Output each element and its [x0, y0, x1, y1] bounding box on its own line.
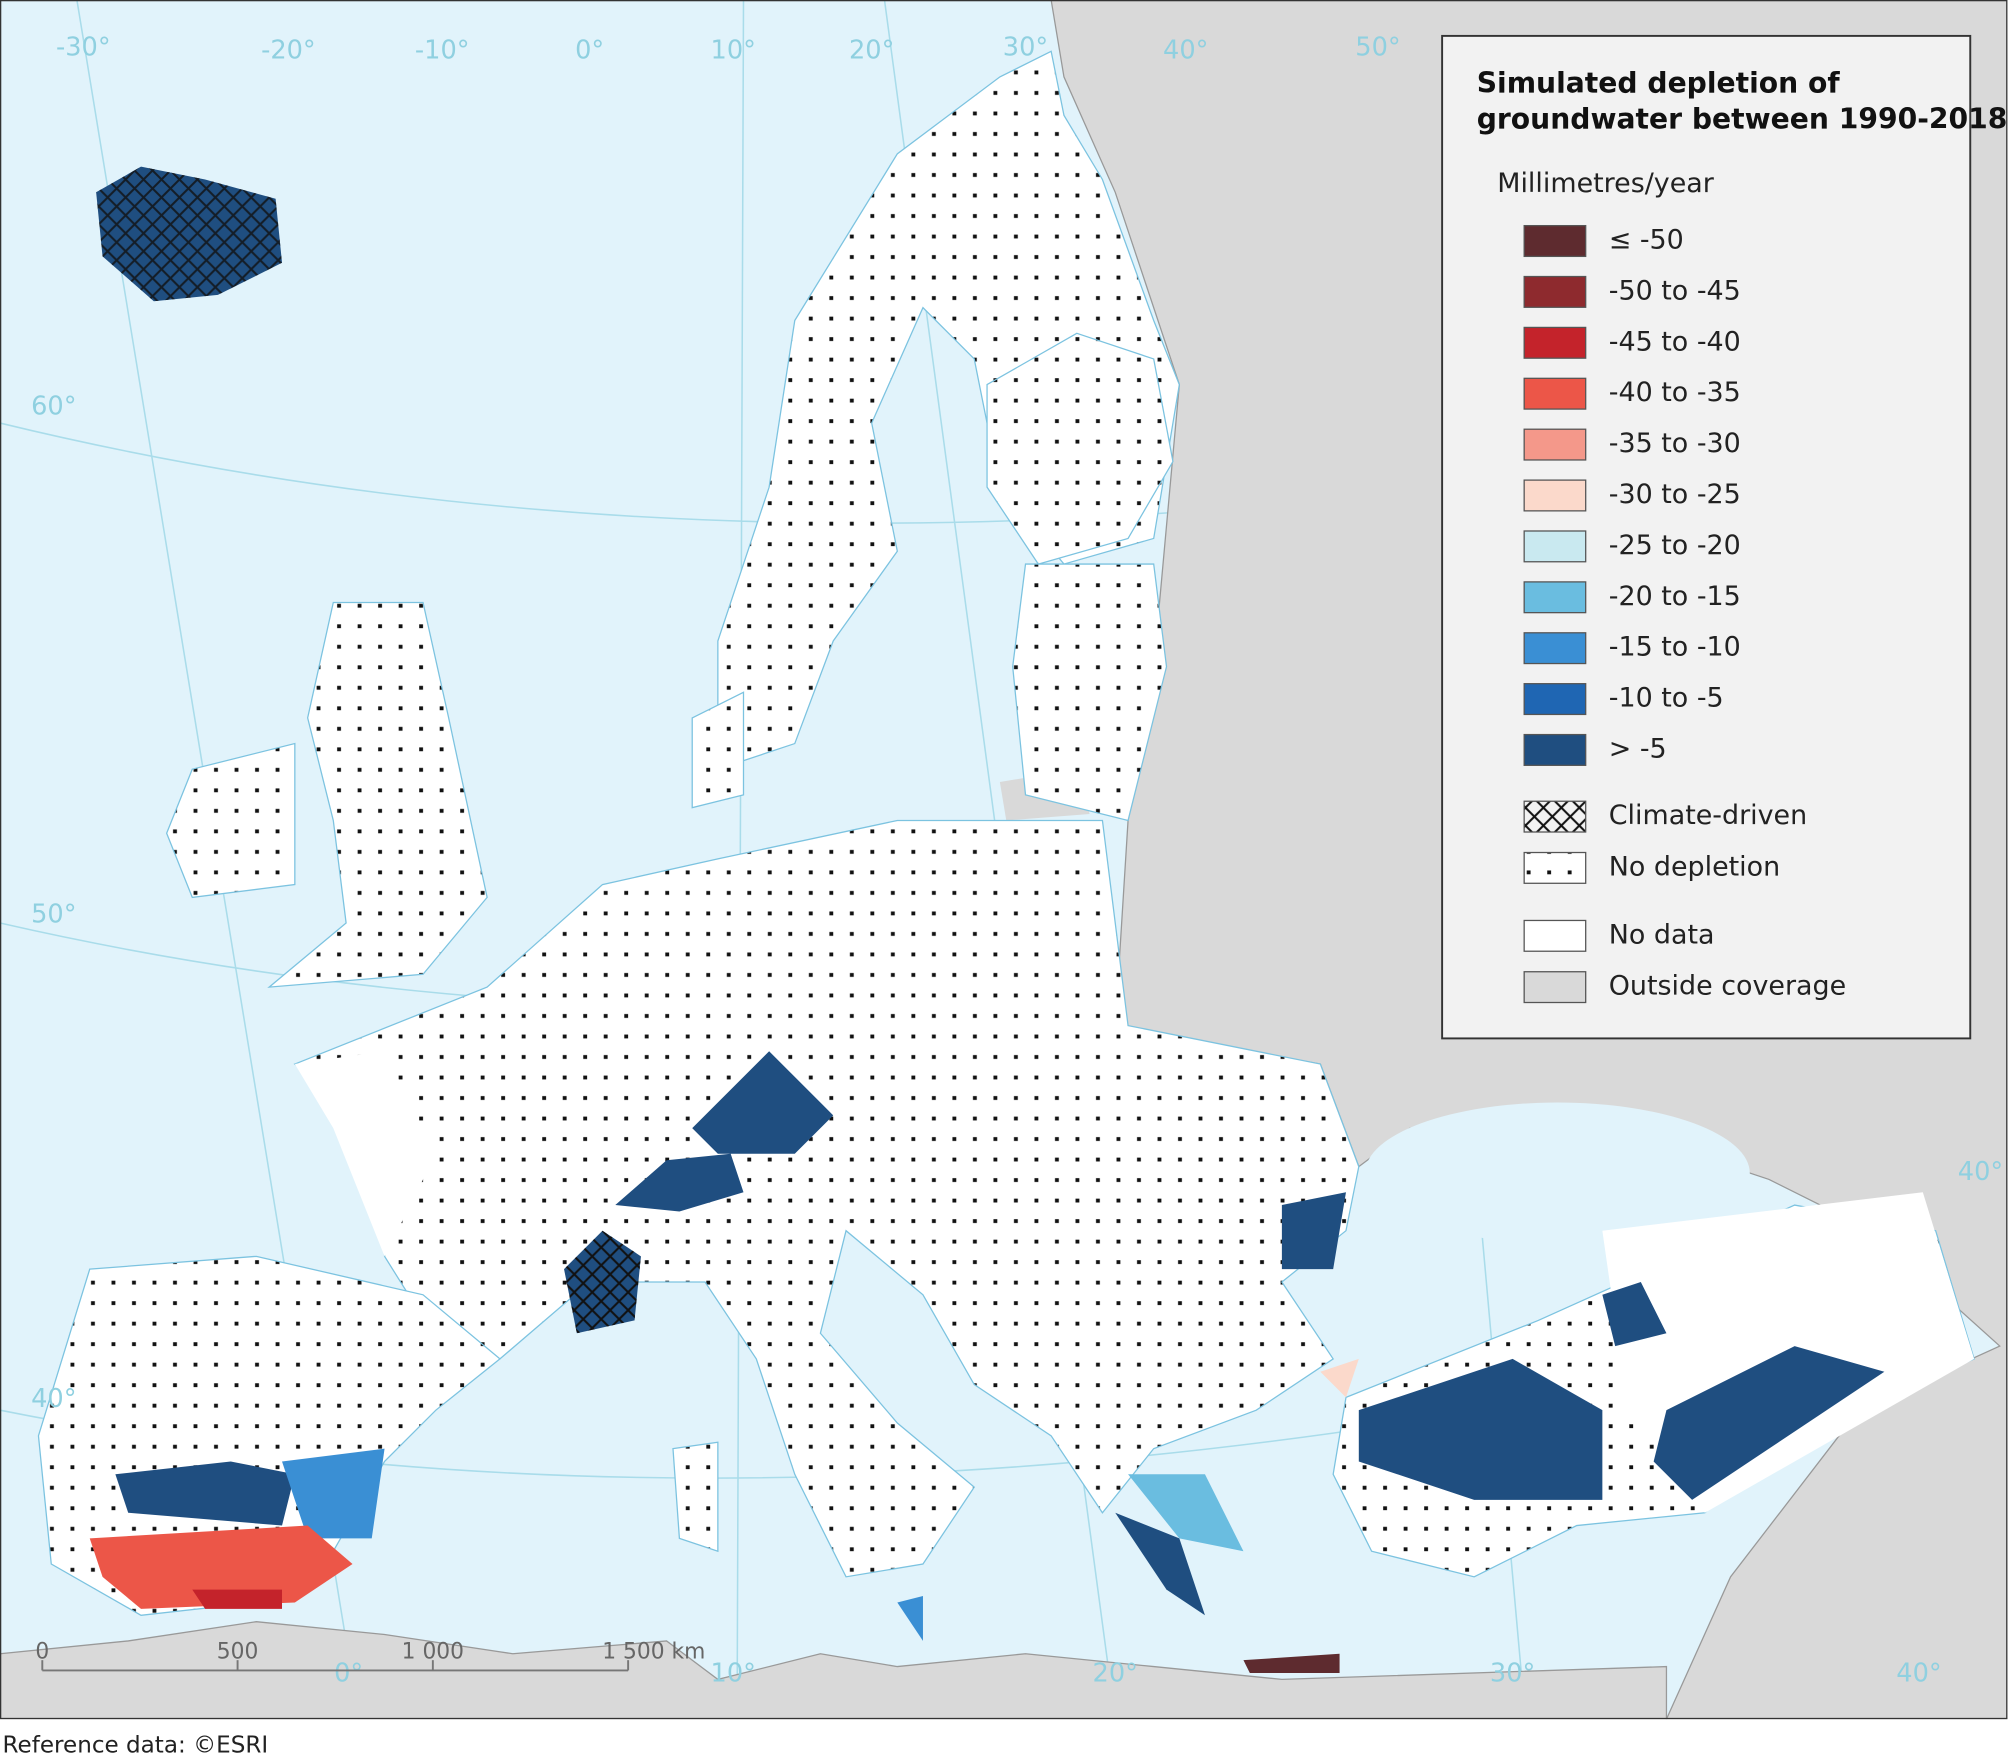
ireland	[165, 742, 296, 899]
legend-class-label: -10 to -5	[1609, 683, 1724, 714]
legend-other-swatch	[1523, 971, 1587, 1004]
legend-class-swatch	[1523, 683, 1587, 716]
legend-class-label: > -5	[1609, 733, 1667, 764]
graticule-label: 50°	[1355, 33, 1400, 63]
graticule-label: 0°	[575, 35, 604, 65]
legend-class-swatch	[1523, 479, 1587, 512]
graticule-label: 20°	[1093, 1658, 1138, 1688]
graticule-label: 40°	[31, 1384, 76, 1414]
legend-class-label: -40 to -35	[1609, 377, 1741, 408]
legend-pattern-label: No depletion	[1609, 851, 1780, 882]
graticule-label: 10°	[711, 35, 756, 65]
legend-class-swatch	[1523, 733, 1587, 766]
graticule-label: 40°	[1163, 35, 1208, 65]
iberia-blue	[282, 1448, 385, 1539]
legend-class-swatch	[1523, 428, 1587, 461]
scale-label: 1 500 km	[602, 1639, 705, 1664]
turkey-dark	[1281, 1192, 1885, 1500]
legend-class-label: -15 to -10	[1609, 632, 1741, 663]
graticule-label: -10°	[415, 35, 470, 65]
greece-light	[1128, 1474, 1244, 1552]
outside-coverage-africa	[0, 1621, 1668, 1720]
graticule-label: 0°	[334, 1658, 363, 1688]
finland	[986, 332, 1174, 565]
legend-class-label: -25 to -20	[1609, 530, 1741, 561]
sicily-blue	[897, 1596, 923, 1641]
graticule-label: -20°	[261, 35, 316, 65]
legend-pattern-swatch	[1523, 800, 1587, 833]
legend-class-label: -20 to -15	[1609, 581, 1741, 612]
iberia-red	[89, 1525, 353, 1609]
legend-class-swatch	[1523, 224, 1587, 258]
legend-class-swatch	[1523, 326, 1587, 359]
legend-pattern-swatch	[1523, 851, 1587, 884]
denmark	[691, 691, 745, 809]
legend-unit: Millimetres/year	[1497, 168, 1714, 199]
legend-class-label: -50 to -45	[1609, 275, 1741, 306]
legend-class-label: -30 to -25	[1609, 479, 1741, 510]
graticule-label: 20°	[849, 35, 894, 65]
iceland-hatch	[96, 166, 283, 302]
graticule-label: 60°	[31, 392, 76, 422]
legend-class-swatch	[1523, 275, 1587, 308]
thrace-pale	[1320, 1358, 1359, 1398]
legend-class-label: -35 to -30	[1609, 428, 1741, 459]
legend-other-label: No data	[1609, 919, 1715, 950]
map-frame	[0, 0, 2008, 1720]
graticule-label: 30°	[1003, 33, 1048, 63]
legend-other-swatch	[1523, 919, 1587, 952]
graticule-label: 30°	[1490, 1658, 1535, 1688]
graticule-label: 10°	[711, 1658, 756, 1688]
crete	[1243, 1653, 1340, 1673]
black-sea	[1365, 1102, 1750, 1244]
graticule-label: 50°	[31, 899, 76, 929]
legend-title: Simulated depletion of	[1477, 67, 1841, 100]
iberia-darkred	[192, 1589, 283, 1609]
great-britain	[267, 601, 488, 988]
legend-other-label: Outside coverage	[1609, 971, 1846, 1002]
alps	[615, 1051, 834, 1212]
alps-west-hatch	[564, 1230, 641, 1334]
graticule-label: 40°	[1896, 1658, 1941, 1688]
scale-bar: 0 500 1 000 1 500 km	[35, 1639, 705, 1672]
no-data-brittany	[294, 1051, 436, 1257]
sardinia	[672, 1441, 719, 1553]
iberia-dark	[115, 1461, 295, 1526]
scandinavia	[717, 50, 1180, 771]
graticule-label: 40°	[1958, 1157, 2003, 1187]
greece-dark	[1115, 1512, 1205, 1616]
scale-label: 0	[35, 1639, 49, 1664]
legend-class-swatch	[1523, 377, 1587, 410]
scale-label: 1 000	[402, 1639, 464, 1664]
legend-class-label: ≤ -50	[1609, 225, 1684, 256]
legend-title: groundwater between 1990-2018	[1477, 103, 2008, 136]
depletion-areas	[89, 166, 1885, 1673]
graticule-label: -30°	[56, 33, 111, 63]
legend-class-label: -45 to -40	[1609, 326, 1741, 357]
legend-pattern-label: Climate-driven	[1609, 800, 1807, 831]
legend-class-swatch	[1523, 581, 1587, 614]
legend-class-swatch	[1523, 632, 1587, 665]
legend-class-swatch	[1523, 530, 1587, 563]
scale-label: 500	[217, 1639, 259, 1664]
baltics	[1012, 563, 1168, 822]
footer: Reference data: ©ESRI	[3, 1733, 269, 1759]
